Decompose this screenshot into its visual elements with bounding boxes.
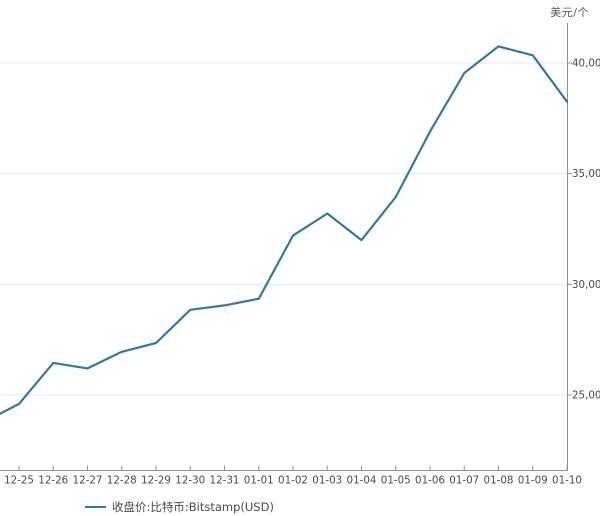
legend-label: 收盘价:比特币:Bitstamp(USD)	[112, 499, 274, 514]
x-axis-tick-label: 12-26	[38, 475, 68, 487]
legend-item[interactable]: 收盘价:比特币:Bitstamp(USD)	[85, 499, 274, 514]
y-axis-unit-label: 美元/个	[550, 6, 589, 19]
x-axis-tick-label: 01-08	[484, 475, 514, 487]
x-axis-tick-label: 01-01	[244, 475, 274, 487]
legend-line-marker-icon	[85, 505, 106, 508]
x-axis-tick-label: 01-02	[278, 475, 308, 487]
y-axis-tick-label: 40,000.	[572, 58, 600, 70]
x-axis-tick-label: 12-25	[4, 475, 34, 487]
x-axis-tick-label: 01-07	[449, 475, 479, 487]
x-axis-tick-label: 12-31	[210, 475, 240, 487]
x-axis-tick-label: 12-27	[73, 475, 103, 487]
x-axis-tick-label: 01-09	[518, 475, 548, 487]
x-axis-tick-label: 12-28	[107, 475, 137, 487]
x-axis-tick-label: 01-06	[415, 475, 445, 487]
y-axis-tick-label: 35,000.	[572, 168, 600, 180]
x-axis-tick-label: 12-29	[141, 475, 171, 487]
x-axis-tick-label: 12-30	[175, 475, 205, 487]
y-axis-tick-label: 25,000.	[572, 390, 600, 402]
price-line-series	[0, 45, 569, 415]
x-axis-tick-label: 01-10	[552, 475, 582, 487]
x-axis-tick-label: 01-03	[312, 475, 342, 487]
x-axis-tick-label: 01-04	[347, 475, 377, 487]
y-axis-tick-label: 30,000.	[572, 279, 600, 291]
x-axis-tick-label: 01-05	[381, 475, 411, 487]
